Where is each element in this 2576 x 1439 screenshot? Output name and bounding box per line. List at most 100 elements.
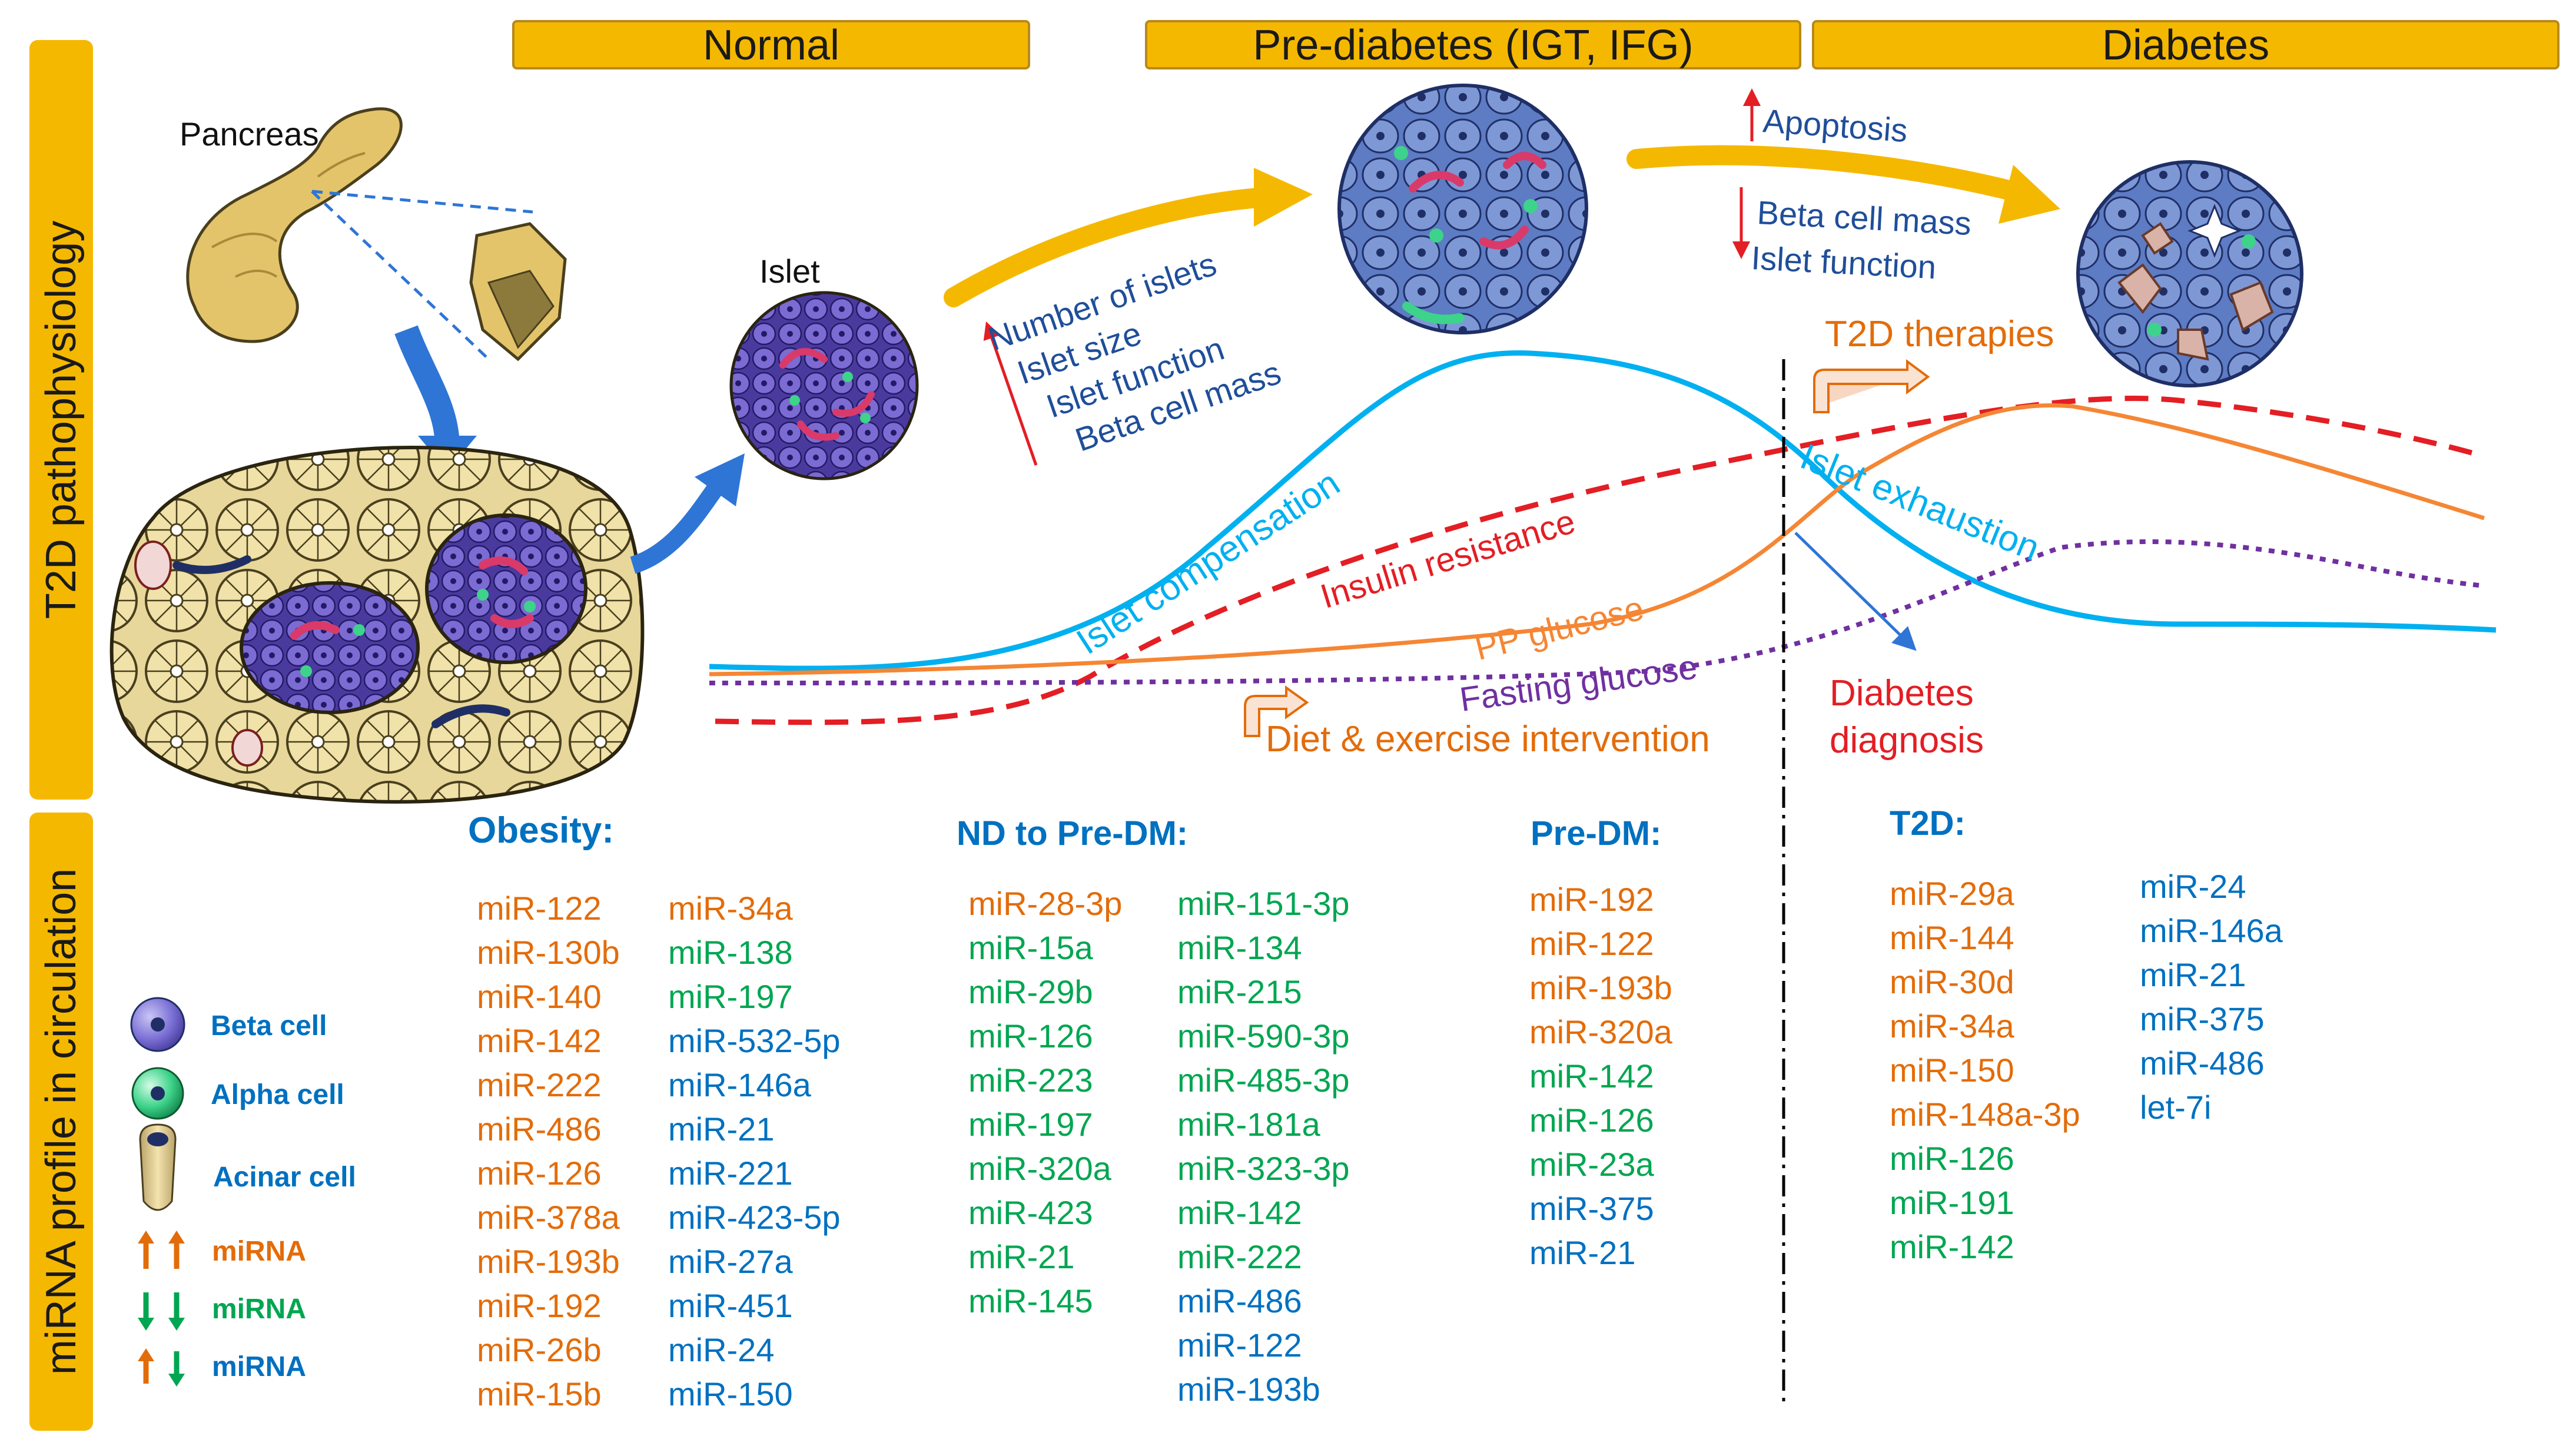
t2d-list-col2: miR-24 miR-146a miR-21 miR-375 miR-486 let-7i — [2140, 864, 2283, 1129]
mirna-item: miR-142 — [1529, 1057, 1654, 1095]
mirna-item: miR-29b — [968, 973, 1093, 1010]
mirna-item: miR-130b — [477, 934, 620, 971]
mirna-item: miR-486 — [1177, 1282, 1302, 1319]
mirna-item: miR-375 — [1529, 1190, 1654, 1227]
mirna-item: miR-30d — [1890, 963, 2014, 1000]
mirna-item: miR-221 — [668, 1155, 793, 1192]
mirna-item: miR-150 — [668, 1375, 793, 1413]
insulin-resistance-curve — [715, 396, 2485, 725]
mirna-item: miR-126 — [968, 1017, 1093, 1055]
pancreatic-tissue-illustration — [109, 445, 645, 804]
stage-normal: Normal — [512, 20, 1030, 69]
mirna-item: miR-486 — [477, 1110, 602, 1148]
mirna-item: miR-193b — [477, 1243, 620, 1280]
mirna-item: miR-26b — [477, 1331, 602, 1368]
mirna-item: miR-122 — [477, 890, 602, 927]
mirna-item: miR-378a — [477, 1199, 620, 1236]
t2d-title: T2D: — [1890, 804, 1966, 843]
mirna-item: miR-181a — [1177, 1106, 1320, 1143]
pp-glucose-curve — [709, 403, 2485, 677]
mirna-profile-label: miRNA profile in circulation — [38, 868, 85, 1375]
mirna-item: miR-192 — [477, 1287, 602, 1324]
mirna-item: miR-485-3p — [1177, 1062, 1350, 1099]
mirna-item: miR-144 — [1890, 919, 2014, 956]
legend-mirna-up: miRNA — [212, 1235, 306, 1268]
legend-mirna-down: miRNA — [212, 1293, 306, 1325]
mirna-item: miR-122 — [1177, 1327, 1302, 1364]
mirna-item: miR-375 — [2140, 1000, 2265, 1037]
mirna-item: miR-126 — [1529, 1102, 1654, 1139]
mirna-item: miR-323-3p — [1177, 1150, 1350, 1187]
legend-mirna-mixed: miRNA — [212, 1351, 306, 1383]
mirna-item: miR-146a — [668, 1066, 811, 1103]
mirna-profile-sidebar: miRNA profile in circulation — [29, 813, 93, 1431]
legend-acinar-cell: Acinar cell — [213, 1161, 356, 1193]
mirna-item: miR-34a — [668, 890, 793, 927]
mirna-item: miR-423 — [968, 1194, 1093, 1231]
mirna-item: miR-145 — [968, 1282, 1093, 1319]
diet-exercise-label: Diet & exercise intervention — [1266, 719, 1710, 760]
legend-alpha-cell: Alpha cell — [211, 1079, 344, 1111]
legend-beta-cell-label: Beta cell — [211, 1010, 327, 1042]
legend-mirna-down-label: miRNA — [212, 1294, 307, 1325]
mirna-item: miR-122 — [1529, 925, 1654, 962]
mirna-item: miR-148a-3p — [1890, 1096, 2080, 1133]
mirna-item: miR-28-3p — [968, 885, 1123, 922]
t2d-list-col1: miR-29a miR-144 miR-30d miR-34a miR-150 miR-1… — [1890, 871, 2080, 1269]
mirna-item: miR-24 — [2140, 868, 2246, 905]
mirna-item: miR-21 — [968, 1238, 1075, 1275]
mirna-item: miR-126 — [477, 1155, 602, 1192]
normal-islet-illustration — [729, 291, 919, 480]
legend-mirna-mixed-label: miRNA — [212, 1351, 307, 1382]
mirna-item: miR-222 — [1177, 1238, 1302, 1275]
mirna-item: miR-21 — [668, 1110, 775, 1148]
legend-icons — [130, 997, 185, 1387]
mirna-item: miR-191 — [1890, 1184, 2014, 1221]
obesity-list-col1: miR-122 miR-130b miR-140 miR-142 miR-222 miR-… — [477, 886, 620, 1416]
nd-to-predm-title: ND to Pre-DM: — [957, 814, 1189, 853]
legend-alpha-cell-label: Alpha cell — [211, 1079, 344, 1110]
islet-curve — [709, 350, 2497, 671]
diabetes-diagnosis-label: Diabetes diagnosis — [1830, 670, 1984, 764]
mirna-item: miR-215 — [1177, 973, 1302, 1010]
mirna-item: miR-150 — [1890, 1052, 2014, 1089]
mirna-item: miR-320a — [1529, 1013, 1672, 1050]
pancreas-illustration — [186, 107, 567, 362]
mirna-item: miR-590-3p — [1177, 1017, 1350, 1055]
mirna-item: miR-193b — [1177, 1371, 1320, 1408]
mirna-item: miR-142 — [477, 1022, 602, 1059]
mirna-item: miR-140 — [477, 978, 602, 1015]
diabetes-diagnosis-line1: Diabetes — [1830, 673, 1974, 714]
mirna-item: miR-29a — [1890, 875, 2014, 912]
diabetes-diagnosis-line2: diagnosis — [1830, 720, 1984, 761]
nd-predm-list-col1: miR-28-3p miR-15a miR-29b miR-126 miR-223 miR… — [968, 881, 1122, 1323]
obesity-list-col2: miR-34a miR-138 miR-197 miR-532-5p miR-146a m… — [668, 886, 841, 1416]
predm-title: Pre-DM: — [1531, 814, 1662, 853]
predm-list-col1: miR-192 miR-122 miR-193b miR-320a miR-142 miR… — [1529, 877, 1672, 1275]
diabetes-islet-illustration — [2076, 160, 2303, 387]
prediabetes-islet-illustration — [1337, 84, 1588, 334]
mirna-item: miR-451 — [668, 1287, 793, 1324]
mirna-item: miR-486 — [2140, 1045, 2265, 1082]
mirna-item: miR-23a — [1529, 1146, 1654, 1183]
mirna-item: miR-34a — [1890, 1007, 2014, 1045]
stage-diabetes: Diabetes — [1812, 20, 2560, 69]
nd-predm-list-col2: miR-151-3p miR-134 miR-215 miR-590-3p miR-48… — [1177, 881, 1350, 1411]
mirna-item: miR-532-5p — [668, 1022, 841, 1059]
mirna-item: miR-197 — [668, 978, 793, 1015]
mirna-item: miR-21 — [1529, 1234, 1636, 1271]
mirna-item: miR-151-3p — [1177, 885, 1350, 922]
obesity-title: Obesity: — [468, 810, 615, 851]
curves — [709, 350, 2497, 725]
mirna-item: miR-138 — [668, 934, 793, 971]
mirna-item: miR-193b — [1529, 969, 1672, 1006]
pathophysiology-label: T2D pathophysiology — [38, 220, 85, 619]
pathophysiology-sidebar: T2D pathophysiology — [29, 40, 93, 800]
legend-beta-cell: Beta cell — [211, 1010, 327, 1042]
mirna-item: miR-223 — [968, 1062, 1093, 1099]
mirna-item: miR-197 — [968, 1106, 1093, 1143]
mirna-item: miR-142 — [1177, 1194, 1302, 1231]
islet-label: Islet — [759, 253, 820, 290]
legend-mirna-up-label: miRNA — [212, 1236, 307, 1267]
